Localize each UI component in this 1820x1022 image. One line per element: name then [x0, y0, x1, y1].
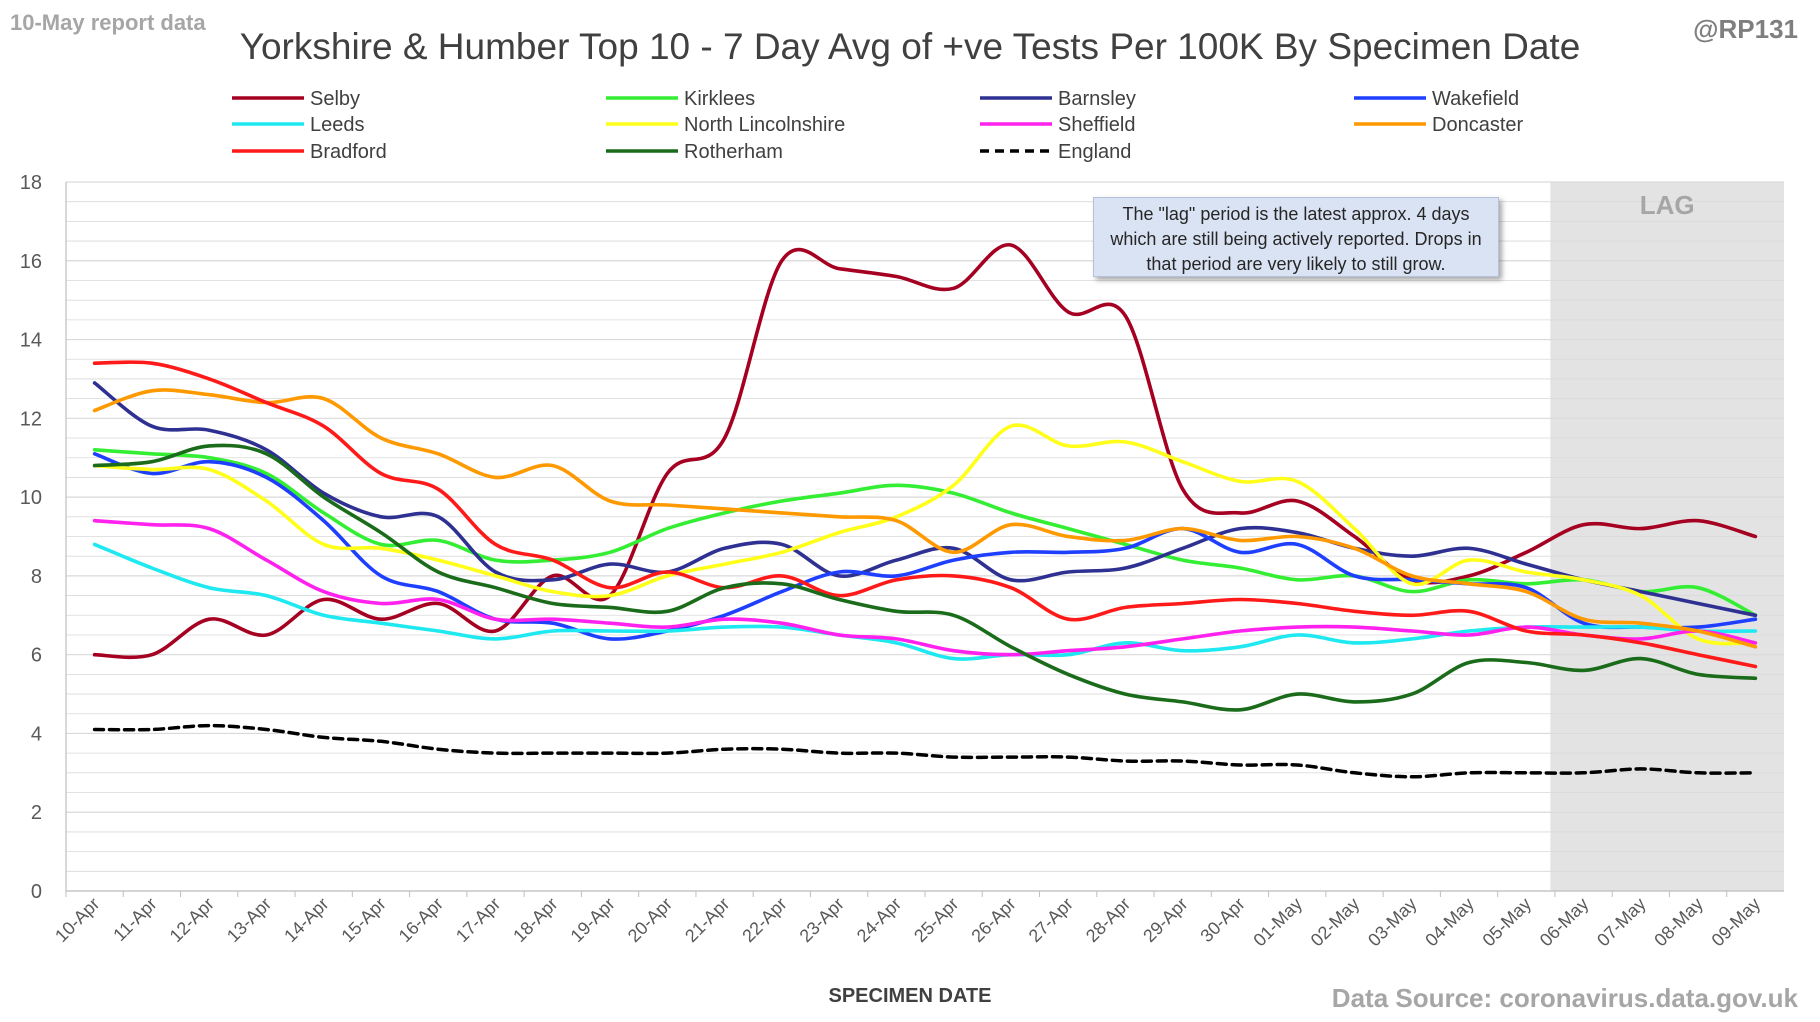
series-line-north-lincolnshire	[92, 423, 1758, 646]
y-tick-label: 8	[31, 566, 42, 588]
x-tick-label: 03-May	[1364, 894, 1421, 951]
x-tick-label: 17-Apr	[452, 894, 504, 946]
legend-label: Barnsley	[1058, 88, 1136, 110]
x-tick-label: 13-Apr	[223, 894, 275, 946]
x-tick-label: 18-Apr	[509, 894, 561, 946]
legend-label: Kirklees	[684, 88, 755, 110]
x-tick-label: 04-May	[1421, 894, 1478, 951]
series-line-sheffield	[92, 518, 1758, 657]
x-tick-label: 12-Apr	[166, 894, 218, 946]
series-line-bradford	[92, 360, 1758, 669]
legend-item-sheffield: Sheffield	[980, 114, 1135, 136]
legend-item-rotherham: Rotherham	[606, 141, 783, 163]
legend-item-doncaster: Doncaster	[1354, 114, 1523, 136]
y-tick-label: 0	[31, 881, 42, 903]
legend-item-kirklees: Kirklees	[606, 88, 755, 110]
x-tick-label: 29-Apr	[1139, 894, 1191, 946]
series-lines	[92, 243, 1758, 779]
series-line-leeds	[92, 542, 1758, 661]
x-tick-label: 22-Apr	[738, 894, 790, 946]
series-line-england	[92, 723, 1758, 779]
series-line-kirklees	[92, 448, 1758, 618]
y-tick-label: 10	[20, 487, 42, 509]
x-tick-label: 28-Apr	[1082, 894, 1134, 946]
x-tick-label: 21-Apr	[681, 894, 733, 946]
y-tick-label: 14	[20, 330, 42, 352]
x-tick-label: 24-Apr	[853, 894, 905, 946]
legend-item-leeds: Leeds	[232, 114, 365, 136]
series-line-barnsley	[92, 381, 1758, 618]
x-tick-label: 14-Apr	[280, 894, 332, 946]
lag-band	[1550, 182, 1784, 891]
legend-item-north-lincolnshire: North Lincolnshire	[606, 114, 845, 136]
legend-item-england: England	[980, 141, 1131, 163]
x-tick-label: 20-Apr	[624, 894, 676, 946]
series-line-rotherham	[92, 443, 1758, 712]
legend-label: Selby	[310, 88, 360, 110]
x-tick-label: 06-May	[1536, 894, 1593, 951]
data-source-label: Data Source: coronavirus.data.gov.uk	[1331, 983, 1798, 1013]
x-tick-label: 25-Apr	[910, 894, 962, 946]
x-tick-label: 15-Apr	[337, 894, 389, 946]
legend-label: Wakefield	[1432, 88, 1519, 110]
legend-item-barnsley: Barnsley	[980, 88, 1136, 110]
y-tick-label: 6	[31, 645, 42, 667]
legend-item-wakefield: Wakefield	[1354, 88, 1519, 110]
legend-label: North Lincolnshire	[684, 114, 845, 136]
x-tick-label: 11-Apr	[109, 894, 160, 945]
x-tick-label: 30-Apr	[1196, 894, 1248, 946]
x-tick-label: 07-May	[1593, 894, 1650, 951]
x-tick-label: 10-Apr	[51, 894, 103, 946]
legend-label: Rotherham	[684, 141, 783, 163]
x-tick-label: 19-Apr	[567, 894, 619, 946]
x-tick-label: 23-Apr	[796, 894, 848, 946]
y-tick-label: 18	[20, 172, 42, 194]
lag-label: LAG	[1640, 190, 1695, 220]
x-tick-label: 16-Apr	[395, 894, 447, 946]
series-line-doncaster	[92, 388, 1758, 649]
x-tick-label: 27-Apr	[1025, 894, 1077, 946]
legend: Selby Kirklees Barnsley Wakefield Leeds North…	[232, 88, 1523, 163]
y-tick-label: 4	[31, 723, 42, 745]
legend-label: England	[1058, 141, 1131, 163]
gridlines	[66, 181, 1784, 892]
x-tick-label: 05-May	[1479, 894, 1536, 951]
y-tick-label: 2	[31, 802, 42, 824]
x-axis-title: SPECIMEN DATE	[828, 985, 992, 1007]
x-tick-label: 01-May	[1249, 894, 1306, 951]
legend-label: Leeds	[310, 114, 365, 136]
legend-label: Doncaster	[1432, 114, 1523, 136]
legend-item-selby: Selby	[232, 88, 360, 110]
lag-note-box: The "lag" period is the latest approx. 4…	[1093, 197, 1499, 277]
x-tick-label: 09-May	[1708, 894, 1765, 951]
legend-item-bradford: Bradford	[232, 141, 387, 163]
legend-label: Sheffield	[1058, 114, 1135, 136]
x-tick-label: 02-May	[1307, 894, 1364, 951]
x-tick-label: 08-May	[1650, 894, 1707, 951]
author-handle: @RP131	[1693, 14, 1798, 44]
y-tick-label: 16	[20, 251, 42, 273]
legend-label: Bradford	[310, 141, 387, 163]
chart-title: Yorkshire & Humber Top 10 - 7 Day Avg of…	[239, 26, 1581, 67]
y-tick-label: 12	[20, 408, 42, 430]
x-tick-label: 26-Apr	[967, 894, 1019, 946]
report-date-label: 10-May report data	[10, 10, 206, 35]
